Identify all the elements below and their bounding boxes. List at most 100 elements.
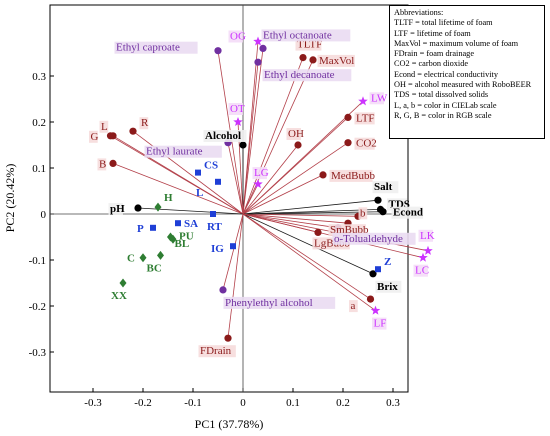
vector-lg	[242, 183, 259, 215]
loading-vectors	[110, 41, 429, 339]
legend-line: LTF = lifetime of foam	[394, 28, 471, 38]
label-tltf: TLTF	[297, 39, 322, 51]
label-bg-phenylethyl-alcohol	[223, 296, 336, 309]
vector-r	[132, 130, 244, 215]
label-bg-o-tolualdehyde	[332, 232, 416, 245]
label-xx: XX	[111, 290, 127, 302]
label-bg-medbubb	[329, 169, 373, 182]
label-bg-maxvol	[317, 54, 355, 67]
legend-line: FDrain = foam drainage	[394, 49, 475, 59]
vector-fdrain	[227, 213, 244, 339]
label-econd: Econd	[393, 207, 423, 219]
point-ethyl-caproate	[214, 47, 222, 55]
label-bg-alcohol	[203, 130, 247, 142]
star-point-ot	[233, 117, 243, 127]
legend-line: MaxVol = maximum volume of foam	[394, 38, 519, 48]
label-ltf: LTF	[356, 112, 375, 124]
x-tick-label: -0.3	[84, 397, 102, 409]
square-point-sa	[175, 220, 181, 227]
star-point-lw	[358, 96, 368, 106]
vector-co2	[242, 142, 349, 215]
star-point-lk	[423, 245, 433, 255]
axes-group: -0.3 -0.2 -0.1 0 0.1 0.2 0.3 -0.3 -0.2 -0.1 0 0.1 0.…	[29, 5, 408, 409]
star-point-lf	[370, 305, 381, 315]
y-axis-label: PC2 (20.42%)	[3, 164, 17, 233]
label-b: B	[99, 158, 106, 170]
point-fdrain	[224, 334, 232, 342]
label-o-tolualdehyde: o-Tolualdehyde	[334, 233, 403, 245]
square-point-l	[215, 178, 221, 185]
label-pu: PU	[179, 230, 194, 242]
point-ethyl-octanoate	[259, 44, 267, 53]
label-bg-ph	[108, 203, 123, 216]
label-a: a	[351, 300, 356, 312]
point-a	[366, 295, 375, 303]
point-labels: L RGBTLTFMaxVolLTFOHCO2MedBubbbSmBubbLgBu…	[89, 29, 435, 358]
label-ethyl-decanoate: Ethyl decanoate	[264, 69, 335, 81]
point-alcohol	[239, 141, 247, 149]
vector-salt	[242, 199, 379, 215]
point-ltf	[344, 113, 352, 121]
label-fdrain: FDrain	[200, 345, 232, 357]
vector-b	[242, 213, 359, 217]
label-bg-a	[349, 300, 358, 313]
point-b	[109, 159, 117, 167]
vector-phenylethyl-alcohol	[222, 213, 244, 291]
x-axis-label: PC1 (37.78%)	[195, 417, 264, 431]
point-phenylethyl-alcohol	[219, 286, 227, 294]
label-bg-co2	[354, 137, 375, 150]
y-tick-label: -0.3	[29, 347, 47, 359]
diamond-point-bc	[157, 250, 164, 260]
label-bg-salt	[372, 181, 399, 194]
label-bg-oh	[286, 128, 301, 140]
label-bc: BC	[147, 262, 162, 274]
square-point-ig	[230, 243, 236, 250]
label-bg-ethyl-decanoate	[262, 69, 352, 82]
star-point-lc	[418, 252, 428, 262]
y-tick-label: 0.3	[32, 71, 46, 83]
vector-medbubb	[242, 174, 324, 215]
label-bg-og	[228, 30, 243, 43]
label-bg-ethyl-octanoate	[261, 29, 351, 42]
label-bg-ot	[228, 103, 243, 115]
label-cs: CS	[204, 160, 218, 172]
legend-line: CO2 = carbon dioxide	[394, 59, 469, 69]
point-brix	[369, 270, 377, 278]
label-lw: LW	[371, 92, 388, 104]
label-l: L	[196, 187, 203, 199]
label-bg-ethyl-laurate	[144, 145, 222, 158]
x-tick-label: 0.2	[336, 397, 350, 409]
legend-line: Abbreviations:	[394, 8, 444, 17]
legend-line: R, G, B = color in RGB scale	[394, 110, 492, 120]
data-marks	[106, 36, 433, 342]
label-lg: LG	[254, 167, 269, 179]
diamond-point-xx	[119, 278, 127, 288]
label-c: C	[127, 253, 135, 265]
y-tick-label: 0.2	[32, 117, 46, 129]
diamond-point-h	[154, 202, 162, 212]
label-lc: LC	[415, 265, 429, 277]
point-salt	[374, 196, 382, 204]
vector-ph	[137, 207, 244, 215]
point-tltf	[299, 54, 307, 62]
vector-a	[242, 213, 371, 300]
label-ot: OT	[230, 103, 245, 115]
x-tick-label: 0.3	[386, 397, 400, 409]
label-bg-lf	[372, 317, 387, 330]
label-r: R	[141, 117, 149, 129]
label-bg-econd	[391, 206, 424, 219]
label-bg-r	[139, 117, 149, 130]
label-maxvol: MaxVol	[319, 55, 354, 67]
label-l: L	[101, 121, 108, 133]
x-tick-label: -0.2	[134, 397, 151, 409]
label-bg-lk	[418, 229, 433, 242]
label-lf: LF	[374, 318, 387, 330]
label-bg-lw	[369, 92, 384, 105]
vector-g	[110, 135, 244, 215]
y-tick-label: 0.1	[32, 163, 46, 175]
label-bg-fdrain	[198, 345, 236, 358]
square-point-cs	[195, 169, 201, 176]
label-g: G	[91, 131, 99, 143]
vector-o-tolualdehyde	[242, 213, 339, 229]
x-tick-label: -0.1	[184, 397, 201, 409]
